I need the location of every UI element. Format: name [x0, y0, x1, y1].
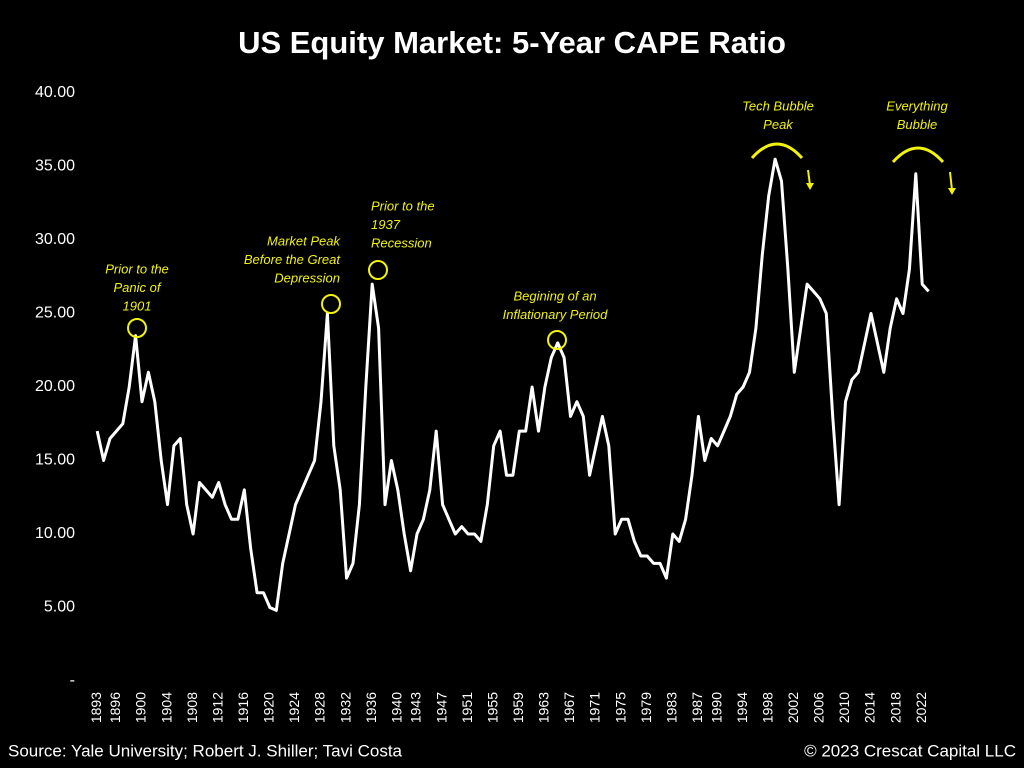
annotation-arrow [949, 171, 953, 191]
x-tick-label: 1912 [209, 692, 225, 723]
x-tick-label: 1900 [133, 692, 149, 723]
x-tick-label: 1971 [587, 692, 603, 723]
x-tick-label: 1987 [689, 692, 705, 723]
x-tick-label: 1979 [638, 692, 654, 723]
y-tick-label: - [70, 672, 75, 689]
x-tick-label: 2010 [836, 692, 852, 723]
annotation: Everything [886, 98, 948, 113]
x-tick-label: 2018 [887, 692, 903, 723]
y-tick-label: 20.00 [35, 378, 75, 395]
annotation-arc [750, 142, 804, 160]
y-tick-label: 25.00 [35, 305, 75, 322]
x-tick-label: 1932 [337, 692, 353, 723]
x-tick-label: 1943 [408, 692, 424, 723]
annotation: Before the Great [244, 252, 341, 267]
annotation: Panic of [114, 280, 162, 295]
annotation: 1901 [123, 298, 152, 313]
annotation: Begining of an [513, 288, 596, 303]
x-tick-label: 2014 [862, 692, 878, 723]
x-tick-label: 1936 [363, 692, 379, 723]
x-tick-label: 1983 [663, 692, 679, 723]
annotation-circle [321, 294, 341, 314]
annotation: Prior to the [371, 198, 435, 213]
annotation-arrowhead [806, 183, 814, 190]
y-tick-label: 15.00 [35, 452, 75, 469]
annotation: Peak [763, 117, 794, 132]
x-tick-label: 1924 [286, 692, 302, 723]
y-tick-label: 5.00 [44, 599, 75, 616]
x-tick-label: 1955 [484, 692, 500, 723]
cape-line [95, 157, 930, 612]
annotation: Prior to the [105, 261, 169, 276]
x-tick-label: 1916 [235, 692, 251, 723]
annotation: Recession [371, 235, 432, 250]
x-tick-label: 2002 [785, 692, 801, 723]
x-tick-label: 1893 [88, 692, 104, 723]
x-tick-label: 1896 [107, 692, 123, 723]
x-tick-label: 1928 [312, 692, 328, 723]
x-tick-label: 2022 [913, 692, 929, 723]
x-tick-label: 1904 [158, 692, 174, 723]
x-tick-label: 1951 [459, 692, 475, 723]
x-tick-label: 1963 [536, 692, 552, 723]
copyright: © 2023 Crescat Capital LLC [804, 741, 1016, 760]
x-tick-label: 1908 [184, 692, 200, 723]
annotation-circle [547, 330, 567, 350]
annotation: Tech Bubble [742, 98, 814, 113]
x-tick-label: 1920 [261, 692, 277, 723]
y-tick-label: 30.00 [35, 231, 75, 248]
x-tick-label: 2006 [811, 692, 827, 723]
annotation-arrow [807, 169, 811, 186]
chart-title: US Equity Market: 5-Year CAPE Ratio [238, 25, 786, 60]
x-tick-label: 1947 [433, 692, 449, 723]
x-tick-label: 1990 [708, 692, 724, 723]
annotation: Market Peak [267, 233, 341, 248]
x-tick-label: 1994 [734, 692, 750, 723]
annotation: Inflationary Period [503, 307, 609, 322]
annotation-circle [127, 318, 147, 338]
annotation: Bubble [897, 117, 937, 132]
annotation: 1937 [371, 217, 401, 232]
annotation: Depression [274, 270, 340, 285]
annotation-circle [368, 260, 388, 280]
x-tick-label: 1998 [759, 692, 775, 723]
source: Source: Yale University; Robert J. Shill… [8, 741, 403, 760]
x-tick-label: 1975 [612, 692, 628, 723]
y-tick-label: 35.00 [35, 158, 75, 175]
y-tick-label: 40.00 [35, 84, 75, 101]
x-tick-label: 1940 [388, 692, 404, 723]
annotation-arrowhead [948, 188, 956, 195]
annotation-arc [891, 146, 945, 164]
x-tick-label: 1967 [561, 692, 577, 723]
x-tick-label: 1959 [510, 692, 526, 723]
y-tick-label: 10.00 [35, 525, 75, 542]
